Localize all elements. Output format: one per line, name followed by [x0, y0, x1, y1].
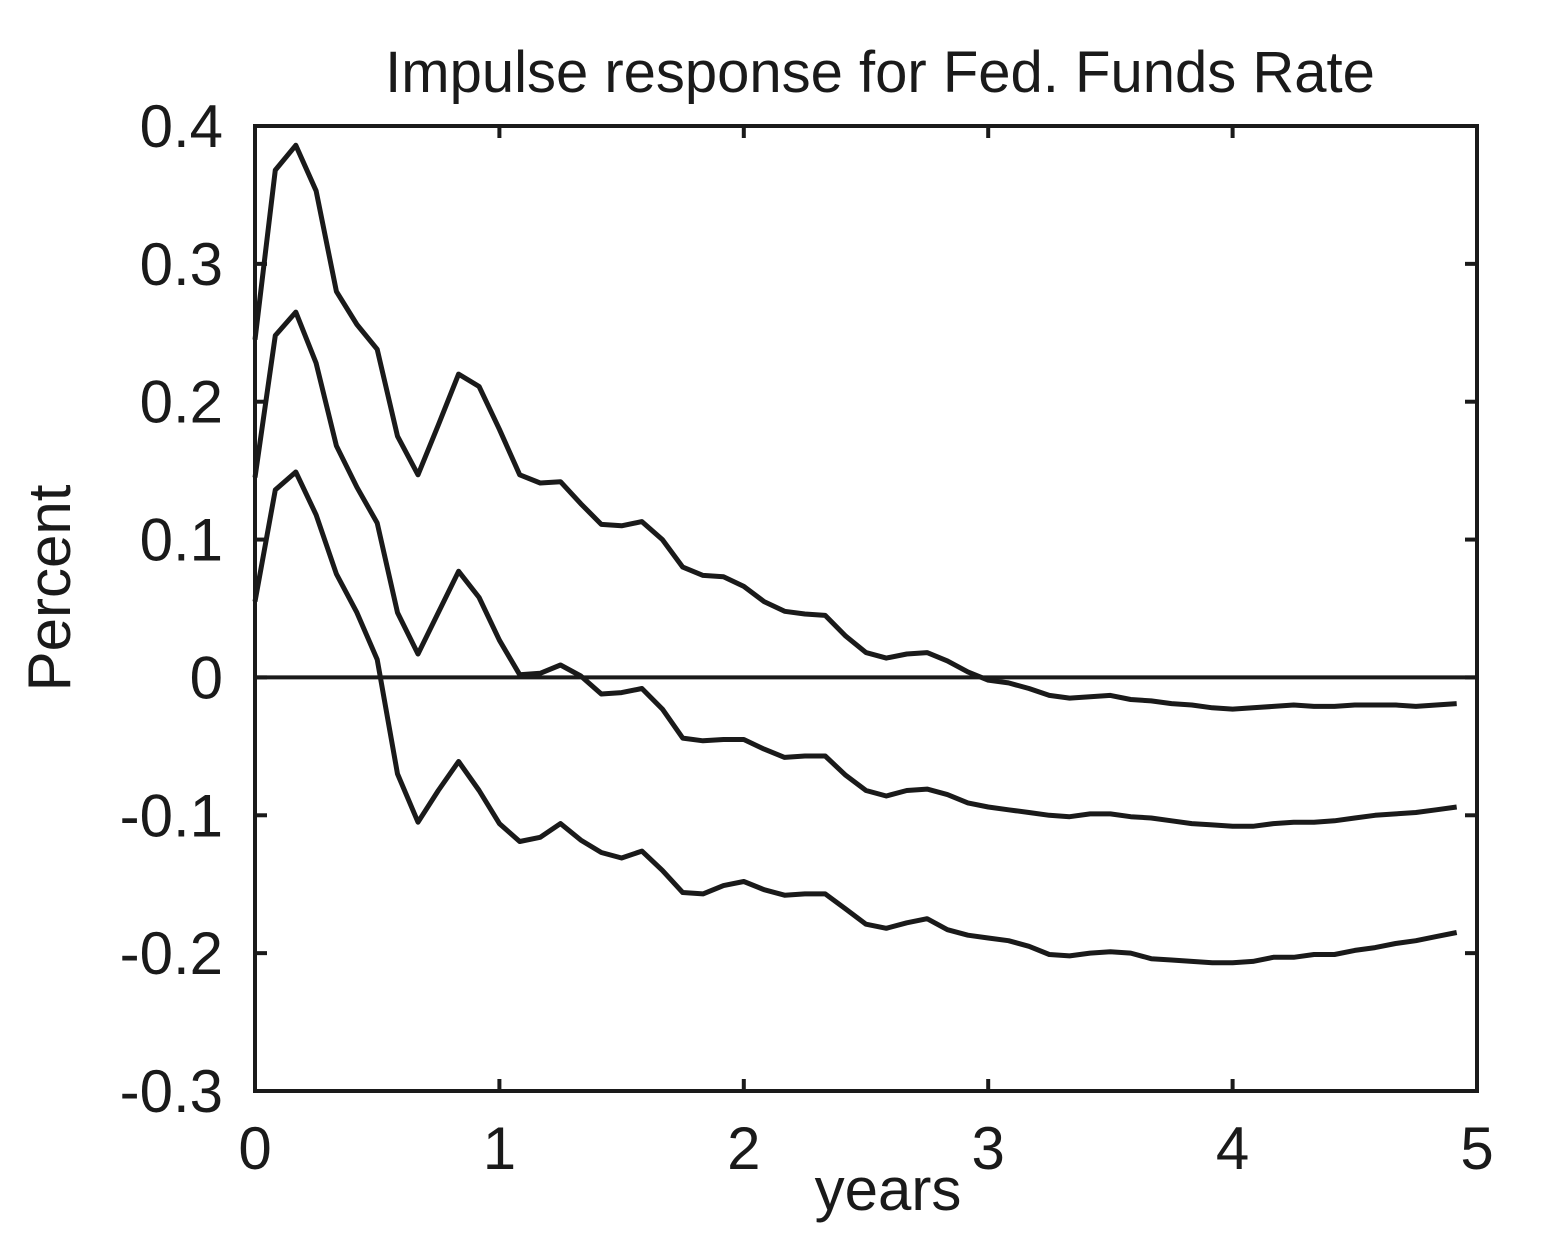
y-tick-label: 0.1	[140, 507, 223, 574]
y-axis-label: Percent	[16, 484, 83, 691]
y-tick-label: -0.1	[120, 782, 223, 849]
chart-title: Impulse response for Fed. Funds Rate	[385, 40, 1375, 105]
x-tick-label: 0	[238, 1115, 271, 1182]
lower-band-line	[252, 469, 1458, 966]
y-tick-label: 0	[190, 644, 223, 711]
x-tick-label: 4	[1216, 1115, 1249, 1182]
x-tick-label: 5	[1460, 1115, 1493, 1182]
y-tick-label: -0.2	[120, 920, 223, 987]
upper-band-line	[252, 142, 1457, 712]
x-ticks: 0 1 2 3 4 5	[238, 126, 1494, 1182]
x-axis-label: years	[815, 1156, 962, 1223]
series-group	[252, 142, 1458, 966]
y-tick-label: 0.2	[140, 369, 223, 436]
x-tick-label: 2	[727, 1115, 760, 1182]
y-ticks: 0.4 0.3 0.2 0.1 0 -0.1 -0.2 -0.3	[120, 93, 1477, 1125]
x-tick-label: 3	[972, 1115, 1005, 1182]
y-tick-label: 0.4	[140, 93, 223, 160]
y-tick-label: 0.3	[140, 231, 223, 298]
x-tick-label: 1	[483, 1115, 516, 1182]
y-tick-label: -0.3	[120, 1058, 223, 1125]
plot-frame	[253, 124, 1479, 1093]
impulse-response-line	[252, 309, 1458, 829]
